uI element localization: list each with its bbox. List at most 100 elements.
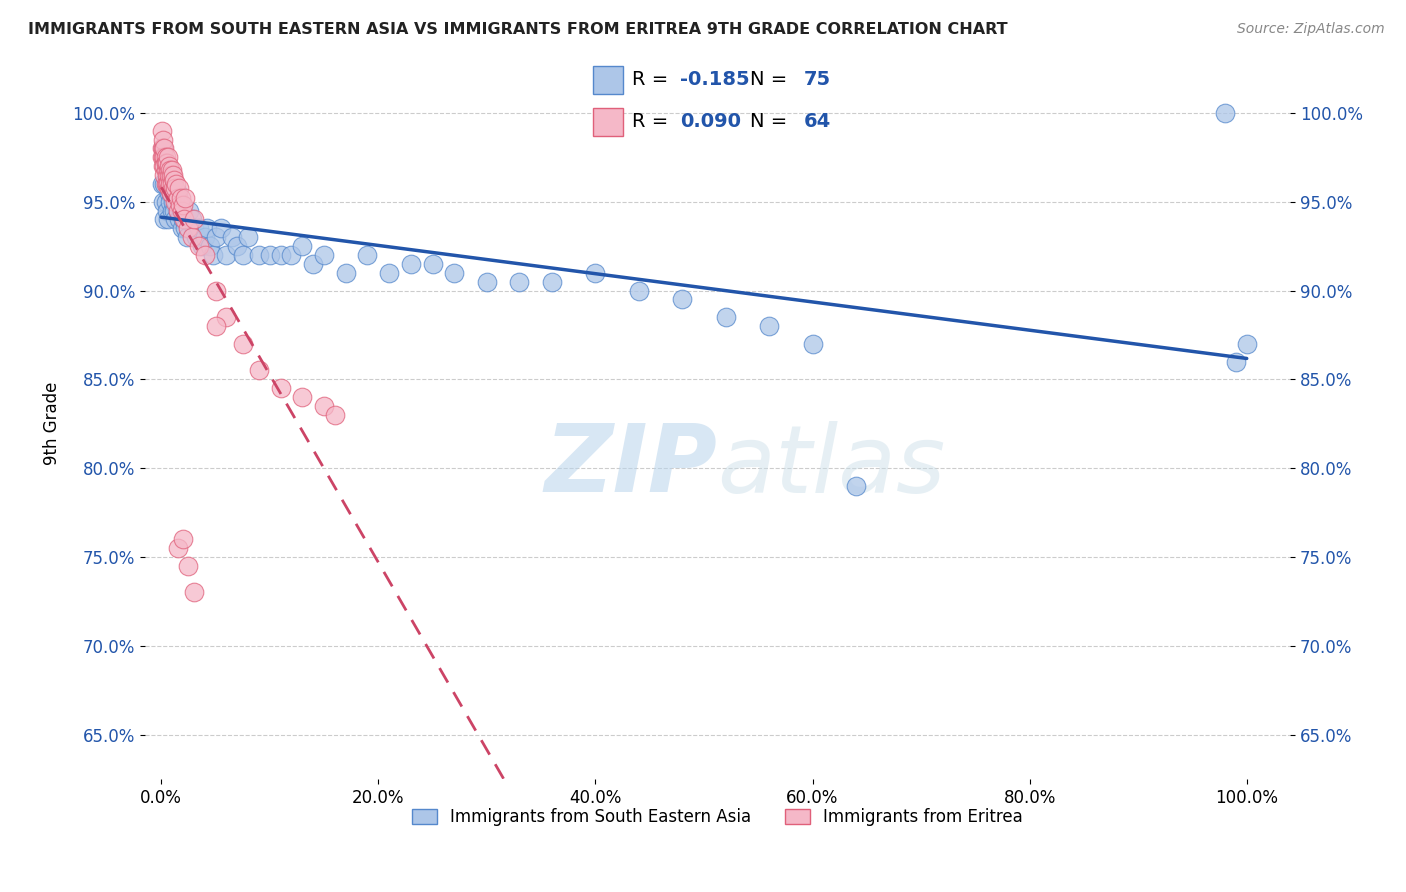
Point	[167, 212, 190, 227]
Point	[183, 221, 205, 235]
FancyBboxPatch shape	[592, 108, 623, 136]
Point	[155, 159, 177, 173]
Point	[335, 266, 357, 280]
Point	[157, 168, 180, 182]
Point	[153, 168, 176, 182]
Point	[422, 257, 444, 271]
Point	[356, 248, 378, 262]
Text: 75: 75	[804, 70, 831, 89]
Point	[180, 230, 202, 244]
Point	[166, 186, 188, 200]
Point	[312, 248, 335, 262]
Point	[845, 479, 868, 493]
Point	[194, 248, 217, 262]
Point	[176, 230, 198, 244]
Y-axis label: 9th Grade: 9th Grade	[44, 382, 60, 466]
Text: N =: N =	[749, 112, 793, 131]
Point	[215, 310, 238, 325]
Point	[165, 212, 187, 227]
Point	[157, 159, 180, 173]
Point	[157, 168, 180, 182]
Point	[167, 180, 190, 194]
Point	[157, 180, 180, 194]
Point	[232, 248, 254, 262]
Point	[323, 408, 346, 422]
Point	[160, 177, 183, 191]
Point	[188, 221, 211, 235]
Point	[152, 141, 174, 155]
Point	[209, 221, 232, 235]
Point	[166, 541, 188, 555]
Point	[174, 191, 197, 205]
Point	[541, 275, 564, 289]
Point	[291, 390, 314, 404]
Point	[165, 180, 187, 194]
Point	[162, 168, 184, 182]
Point	[173, 212, 195, 227]
Text: N =: N =	[749, 70, 793, 89]
Point	[179, 203, 201, 218]
Point	[155, 194, 177, 209]
Point	[159, 177, 181, 191]
Point	[153, 150, 176, 164]
Point	[156, 177, 179, 191]
Point	[170, 191, 193, 205]
Point	[156, 150, 179, 164]
Point	[156, 155, 179, 169]
Point	[160, 203, 183, 218]
Point	[236, 230, 259, 244]
Point	[627, 284, 650, 298]
Point	[160, 186, 183, 200]
Point	[152, 194, 174, 209]
Point	[174, 221, 197, 235]
Point	[671, 293, 693, 307]
Point	[270, 381, 292, 395]
Point	[714, 310, 737, 325]
Point	[226, 239, 249, 253]
FancyBboxPatch shape	[592, 66, 623, 94]
Point	[162, 180, 184, 194]
Point	[170, 221, 193, 235]
Point	[399, 257, 422, 271]
Point	[204, 284, 226, 298]
Point	[169, 194, 191, 209]
Point	[152, 150, 174, 164]
Point	[378, 266, 401, 280]
Point	[1213, 106, 1236, 120]
Point	[172, 198, 194, 212]
Point	[163, 203, 186, 218]
Point	[152, 141, 174, 155]
Point	[165, 194, 187, 209]
Point	[156, 203, 179, 218]
Point	[156, 177, 179, 191]
Point	[180, 212, 202, 227]
Point	[204, 230, 226, 244]
Point	[443, 266, 465, 280]
Text: R =: R =	[631, 70, 675, 89]
Text: IMMIGRANTS FROM SOUTH EASTERN ASIA VS IMMIGRANTS FROM ERITREA 9TH GRADE CORRELAT: IMMIGRANTS FROM SOUTH EASTERN ASIA VS IM…	[28, 22, 1008, 37]
Text: R =: R =	[631, 112, 675, 131]
Point	[155, 177, 177, 191]
Text: 0.090: 0.090	[681, 112, 741, 131]
Legend: Immigrants from South Eastern Asia, Immigrants from Eritrea: Immigrants from South Eastern Asia, Immi…	[404, 800, 1032, 835]
Text: atlas: atlas	[717, 421, 946, 512]
Point	[162, 194, 184, 209]
Point	[153, 141, 176, 155]
Point	[758, 319, 780, 334]
Point	[183, 212, 205, 227]
Point	[188, 239, 211, 253]
Point	[156, 162, 179, 177]
Point	[312, 399, 335, 413]
Point	[159, 194, 181, 209]
Point	[172, 212, 194, 227]
Point	[156, 168, 179, 182]
Point	[166, 191, 188, 205]
Point	[165, 194, 187, 209]
Point	[184, 230, 207, 244]
Point	[166, 203, 188, 218]
Point	[159, 177, 181, 191]
Point	[475, 275, 498, 289]
Point	[153, 159, 176, 173]
Point	[160, 162, 183, 177]
Point	[221, 230, 243, 244]
